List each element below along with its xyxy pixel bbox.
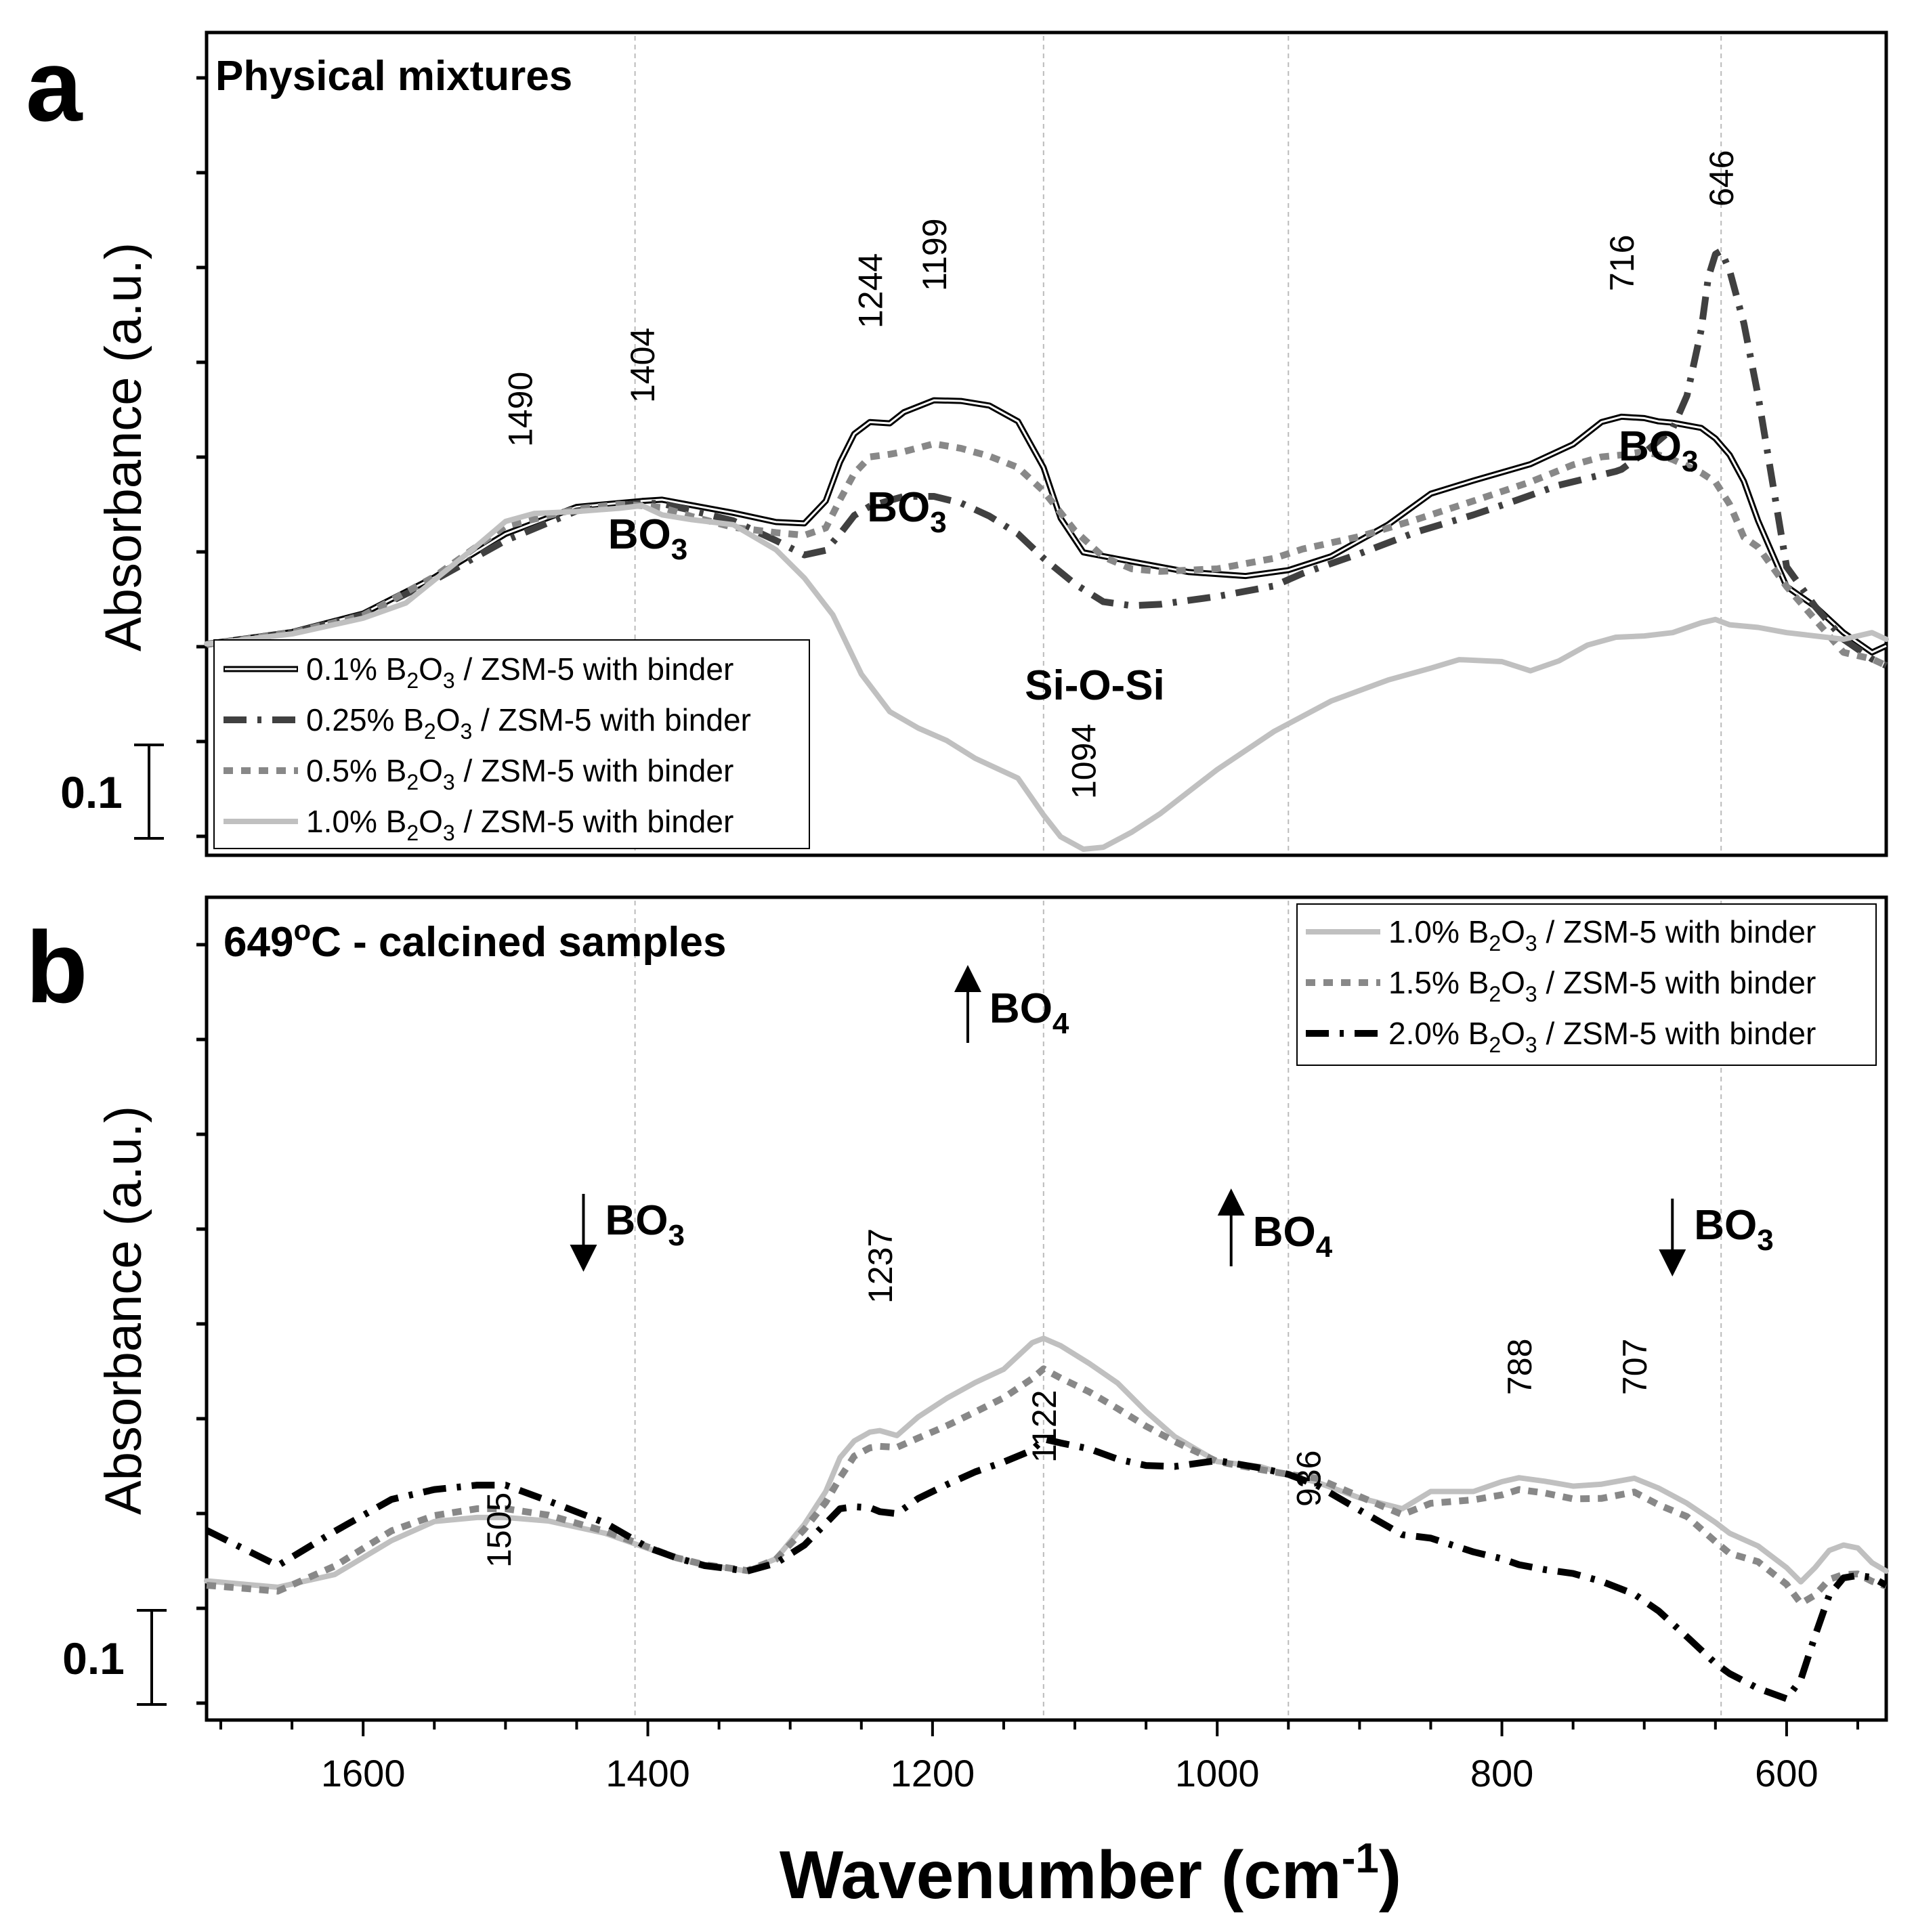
- panel-a-series: [204, 247, 1889, 852]
- panel-a-title: Physical mixtures: [215, 53, 572, 100]
- panel-a-letter: a: [26, 28, 83, 142]
- legend-label-0: 0.1% B2O3 / ZSM-5 with binder: [306, 651, 733, 693]
- series-2-line: [206, 440, 1888, 669]
- series-2-line: [205, 1435, 1888, 1702]
- group-label-3: Si-O-Si: [1025, 662, 1165, 709]
- peak-label-646: 646: [1703, 150, 1741, 207]
- panel-b-title-temp: 649: [224, 919, 293, 966]
- peak-label-1122: 1122: [1025, 1390, 1063, 1463]
- panel-a-y-axis-title: Absorbance (a.u.): [95, 242, 152, 651]
- arrow-down-head-icon: [570, 1245, 597, 1272]
- peak-label-1199: 1199: [916, 218, 954, 291]
- panel-a-frame: [205, 30, 1888, 857]
- panel-b-y-ticks: [196, 943, 207, 1705]
- x-axis-title: Wavenumber (cm-1): [780, 1835, 1401, 1913]
- group-label-1: BO3: [867, 484, 946, 539]
- legend-label-2: 0.5% B2O3 / ZSM-5 with binder: [306, 753, 733, 794]
- panel-b-title-rest: C - calcined samples: [311, 919, 726, 966]
- legend-label-1: 0.25% B2O3 / ZSM-5 with binder: [306, 702, 751, 744]
- panel-b-scale-bar: 0.1: [62, 1609, 167, 1706]
- peak-label-707: 707: [1616, 1339, 1654, 1395]
- x-tick-labels: 1600 1400 1200 1000 800 600: [321, 1752, 1819, 1795]
- legend-label-0: 1.0% B2O3 / ZSM-5 with binder: [1388, 914, 1816, 956]
- x-axis-title-exp: -1: [1342, 1835, 1379, 1882]
- x-tick-label-600: 600: [1755, 1752, 1818, 1795]
- group-label-0: BO3: [608, 511, 687, 566]
- panel-b-y-axis-title: Absorbance (a.u.): [95, 1106, 152, 1515]
- group-label-0: BO3: [605, 1197, 684, 1252]
- legend-label-3: 1.0% B2O3 / ZSM-5 with binder: [306, 804, 733, 845]
- panel-a-scale-bar: 0.1: [60, 744, 164, 840]
- peak-label-1237: 1237: [862, 1228, 899, 1304]
- x-tick-label-1400: 1400: [605, 1752, 690, 1795]
- x-tick-label-1200: 1200: [891, 1752, 975, 1795]
- x-tick-label-1000: 1000: [1175, 1752, 1260, 1795]
- peak-label-1505: 1505: [480, 1493, 518, 1568]
- panel-b-legend: 1.0% B2O3 / ZSM-5 with binder 1.5% B2O3 /…: [1296, 903, 1877, 1066]
- panel-b-frame: [205, 895, 1888, 1722]
- group-label-1: BO4: [990, 985, 1069, 1040]
- panel-b-series: [204, 1335, 1889, 1702]
- series-0-line: [206, 399, 1887, 653]
- panel-b-title: 649oC - calcined samples: [224, 914, 726, 966]
- peak-label-1244: 1244: [851, 253, 889, 328]
- panel-a: 1490 1404 1244 1199 716 646 1094 BO3 BO3 BO3 Si-O-…: [26, 28, 1889, 857]
- panel-a-y-ticks: [196, 76, 207, 838]
- peak-label-1094: 1094: [1065, 724, 1103, 799]
- arrow-up-head-icon: [1217, 1188, 1245, 1216]
- panel-b-letter: b: [26, 910, 88, 1024]
- arrow-up-head-icon: [954, 965, 981, 992]
- panel-b-scale-bar-label: 0.1: [62, 1633, 125, 1683]
- peak-label-788: 788: [1501, 1339, 1539, 1395]
- group-label-2: BO4: [1253, 1209, 1333, 1264]
- legend-label-1: 1.5% B2O3 / ZSM-5 with binder: [1388, 965, 1816, 1006]
- x-tick-label-1600: 1600: [321, 1752, 406, 1795]
- panel-b-title-degree: o: [293, 914, 311, 946]
- panel-a-legend: 0.1% B2O3 / ZSM-5 with binder 0.25% B2O3 …: [213, 639, 810, 849]
- panel-a-scale-bar-label: 0.1: [60, 767, 123, 817]
- x-axis-title-main: Wavenumber (cm: [780, 1837, 1342, 1913]
- panel-b: 1505 1237 1122 936 788 707 BO3 BO4 BO4 BO3 b 649o…: [26, 895, 1889, 1736]
- peak-label-716: 716: [1603, 235, 1641, 291]
- legend-label-2: 2.0% B2O3 / ZSM-5 with binder: [1388, 1016, 1816, 1057]
- series-1-line: [206, 247, 1888, 669]
- peak-label-1490: 1490: [501, 372, 539, 447]
- group-label-2: BO3: [1619, 423, 1698, 478]
- arrow-down-head-icon: [1659, 1249, 1686, 1276]
- panel-b-annotations: 1505 1237 1122 936 788 707 BO3 BO4 BO4 BO3: [480, 965, 1774, 1568]
- panel-a-annotations: 1490 1404 1244 1199 716 646 1094 BO3 BO3 BO3 Si-O-…: [501, 150, 1741, 799]
- peak-label-936: 936: [1290, 1451, 1328, 1507]
- x-tick-label-800: 800: [1470, 1752, 1533, 1795]
- series-3-line: [204, 502, 1889, 852]
- series-1-line: [206, 1365, 1888, 1607]
- panel-b-x-ticks: [219, 1720, 1859, 1736]
- x-axis-title-close: ): [1379, 1837, 1401, 1913]
- peak-label-1404: 1404: [624, 328, 662, 403]
- group-label-3: BO3: [1694, 1202, 1773, 1257]
